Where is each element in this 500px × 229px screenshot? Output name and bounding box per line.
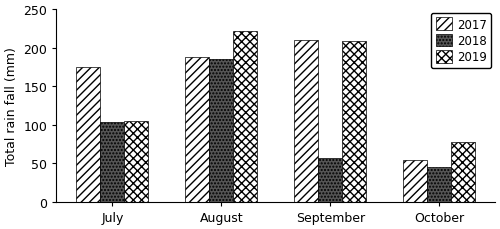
Bar (210, 60, 233, 202)
Bar (318, 158, 342, 202)
Bar (451, 142, 475, 202)
Bar (124, 121, 148, 202)
Bar (427, 167, 451, 202)
Bar (403, 160, 427, 202)
Bar (186, 58, 210, 202)
Y-axis label: Total rain fall (mm): Total rain fall (mm) (5, 47, 18, 165)
Bar (76, 68, 100, 202)
Bar (100, 123, 124, 202)
Bar (233, 31, 257, 202)
Bar (294, 41, 318, 202)
Bar (342, 42, 366, 202)
Legend: 2017, 2018, 2019: 2017, 2018, 2019 (431, 14, 492, 69)
